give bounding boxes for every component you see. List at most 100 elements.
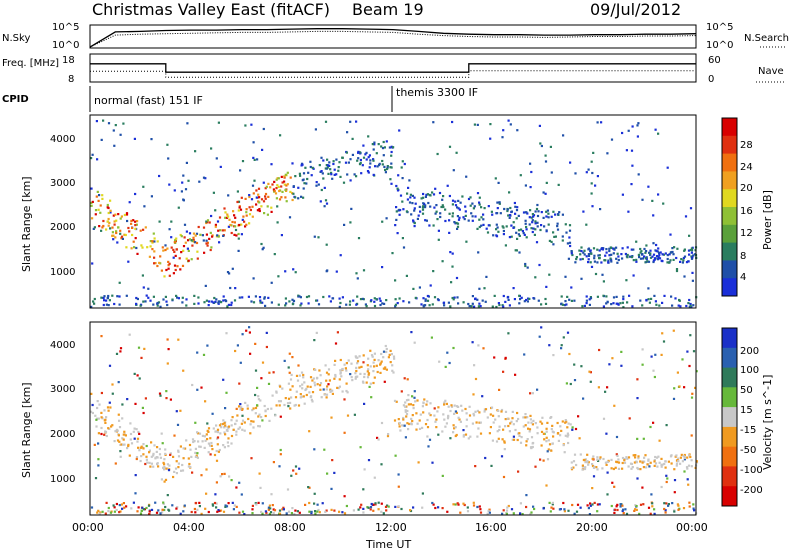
vel-field-cell xyxy=(432,503,435,506)
vel-field-cell xyxy=(459,511,462,514)
vel-field-cell xyxy=(632,454,635,457)
power-field-cell xyxy=(326,166,329,169)
vel-field-cell xyxy=(216,510,219,513)
power-field-cell xyxy=(125,213,129,216)
vel-field-cell xyxy=(261,502,264,505)
vel-field-cell xyxy=(669,455,673,458)
power-field-cell xyxy=(134,237,137,240)
power-field-cell xyxy=(280,185,283,188)
vel-field-cell xyxy=(133,427,136,430)
vel-field-cell xyxy=(441,507,444,510)
power-field-cell xyxy=(102,219,105,223)
vel-field-cell xyxy=(284,397,287,400)
vel-field-cell xyxy=(686,478,689,481)
velocity-y-tick-3000: 3000 xyxy=(50,384,75,395)
vel-field-cell xyxy=(137,506,140,509)
vel-field-cell xyxy=(545,484,548,487)
vel-field-cell xyxy=(314,368,317,371)
power-field-cell xyxy=(478,302,481,305)
power-field-cell xyxy=(431,191,434,194)
vel-field-cell xyxy=(436,410,439,413)
power-field-cell xyxy=(571,253,574,257)
vel-field-cell xyxy=(431,461,434,464)
vel-field-cell xyxy=(341,367,344,371)
power-field-cell xyxy=(592,151,595,154)
vel-field-cell xyxy=(268,512,271,516)
power-field-cell xyxy=(489,123,492,126)
vel-field-cell xyxy=(359,372,362,375)
power-field-cell xyxy=(342,181,346,184)
power-field-cell xyxy=(174,254,177,257)
power-field-cell xyxy=(451,296,454,300)
vel-field-cell xyxy=(400,507,403,511)
vel-field-cell xyxy=(302,395,305,398)
vel-field-cell xyxy=(107,506,110,510)
vel-field-cell xyxy=(596,503,599,506)
vel-field-cell xyxy=(407,428,410,431)
power-field-cell xyxy=(531,230,534,234)
vel-field-cell xyxy=(683,458,686,461)
power-field-cell xyxy=(585,295,588,298)
power-field-cell xyxy=(373,143,376,146)
power-field-cell xyxy=(315,299,318,302)
power-field-cell xyxy=(234,287,237,290)
power-field-cell xyxy=(632,274,635,277)
vel-field-cell xyxy=(290,396,293,399)
power-field-cell xyxy=(468,305,471,308)
vel-field-cell xyxy=(283,359,286,362)
power-field-cell xyxy=(446,184,449,187)
vel-field-cell xyxy=(260,510,263,513)
power-field-cell xyxy=(248,213,252,216)
power-field-cell xyxy=(297,294,300,297)
power-field-cell xyxy=(208,237,211,240)
power-field-cell xyxy=(566,295,569,298)
power-field-cell xyxy=(575,256,578,259)
power-field-cell xyxy=(514,249,517,252)
vel-field-cell xyxy=(227,425,231,428)
vel-field-cell xyxy=(193,507,196,511)
power-field-cell xyxy=(106,220,109,223)
vel-field-cell xyxy=(216,437,219,440)
vel-field-cell xyxy=(691,392,694,395)
power-field-cell xyxy=(150,138,153,141)
power-field-cell xyxy=(386,166,389,169)
vel-field-cell xyxy=(503,441,506,444)
power-field-cell xyxy=(398,129,401,132)
power-field-cell xyxy=(453,221,456,224)
power-field-cell xyxy=(598,257,601,260)
power-field-cell xyxy=(628,255,632,258)
power-field-cell xyxy=(597,254,600,257)
power-field-cell xyxy=(244,124,247,127)
vel-field-cell xyxy=(294,396,298,399)
vel-field-cell xyxy=(598,348,601,352)
power-field-cell xyxy=(679,305,682,308)
vel-field-cell xyxy=(677,457,680,460)
power-field-cell xyxy=(147,287,150,290)
vel-field-cell xyxy=(570,468,574,471)
power-field-cell xyxy=(561,303,564,306)
vel-field-cell xyxy=(190,510,193,514)
power-field-cell xyxy=(130,222,133,225)
vel-field-cell xyxy=(592,475,596,478)
vel-field-cell xyxy=(103,409,106,412)
vel-field-cell xyxy=(635,505,638,508)
vel-field-cell xyxy=(251,409,254,412)
power-field-cell xyxy=(267,296,270,299)
power-field-cell xyxy=(278,189,281,193)
power-field-cell xyxy=(544,192,547,195)
power-field-cell xyxy=(471,202,474,205)
vel-field-cell xyxy=(616,503,619,506)
vel-field-cell xyxy=(215,459,219,462)
vel-field-cell xyxy=(337,387,340,390)
vel-field-cell xyxy=(493,356,496,359)
vel-field-cell xyxy=(287,366,290,369)
vel-field-cell xyxy=(548,344,551,347)
power-field-cell xyxy=(258,208,261,211)
power-field-cell xyxy=(352,299,355,302)
vel-field-cell xyxy=(169,453,172,456)
vel-field-cell xyxy=(369,506,373,509)
power-field-cell xyxy=(689,302,692,306)
power-field-cell xyxy=(636,124,639,127)
vel-field-cell xyxy=(155,450,158,453)
vel-field-cell xyxy=(132,430,135,433)
